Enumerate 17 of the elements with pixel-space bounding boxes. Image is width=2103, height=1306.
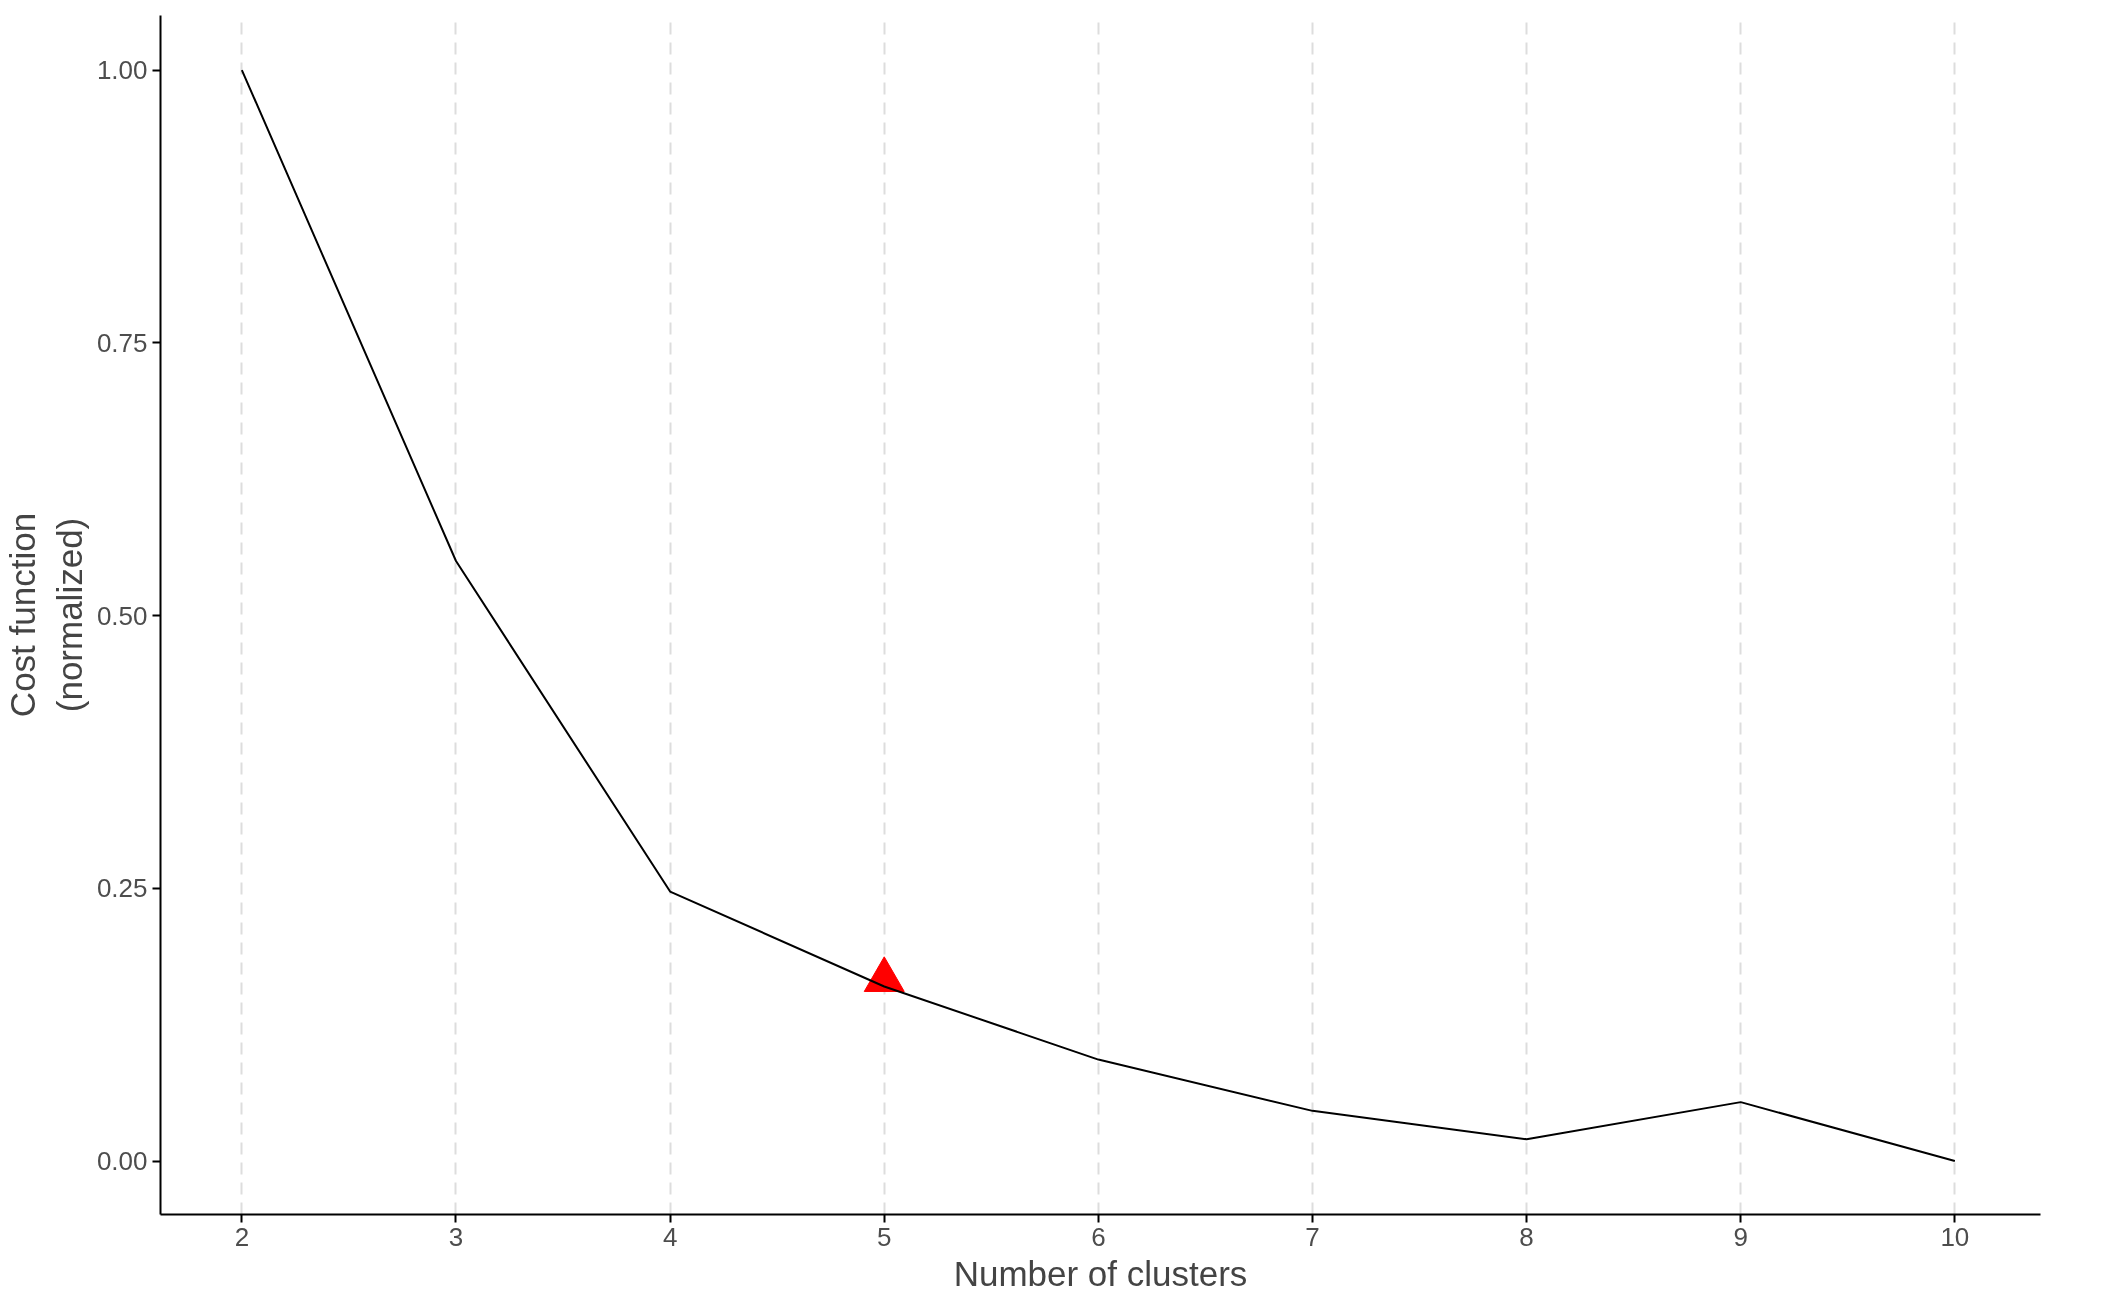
x-tick-label: 3 (448, 1221, 464, 1252)
y-tick-label: 0.25 (96, 873, 148, 904)
y-tick-label: 1.00 (96, 55, 148, 86)
x-tick-label: 10 (1940, 1221, 1970, 1252)
y-tick-label: 0.00 (96, 1146, 148, 1177)
x-tick-label: 2 (234, 1221, 250, 1252)
line-series (240, 69, 1956, 1163)
x-tick-label: 5 (877, 1221, 892, 1252)
y-tick-label: 0.50 (96, 600, 148, 631)
x-tick-label: 9 (1733, 1221, 1748, 1252)
y-tick-label: 0.75 (96, 327, 148, 358)
x-tick-label: 8 (1519, 1221, 1534, 1252)
x-axis-title: Number of clusters (953, 1253, 1248, 1293)
y-axis-title: Cost function (normalized) (3, 512, 89, 718)
x-tick-label: 6 (1091, 1221, 1106, 1252)
x-tick-label: 4 (662, 1221, 678, 1252)
x-tick-label: 7 (1305, 1221, 1320, 1252)
